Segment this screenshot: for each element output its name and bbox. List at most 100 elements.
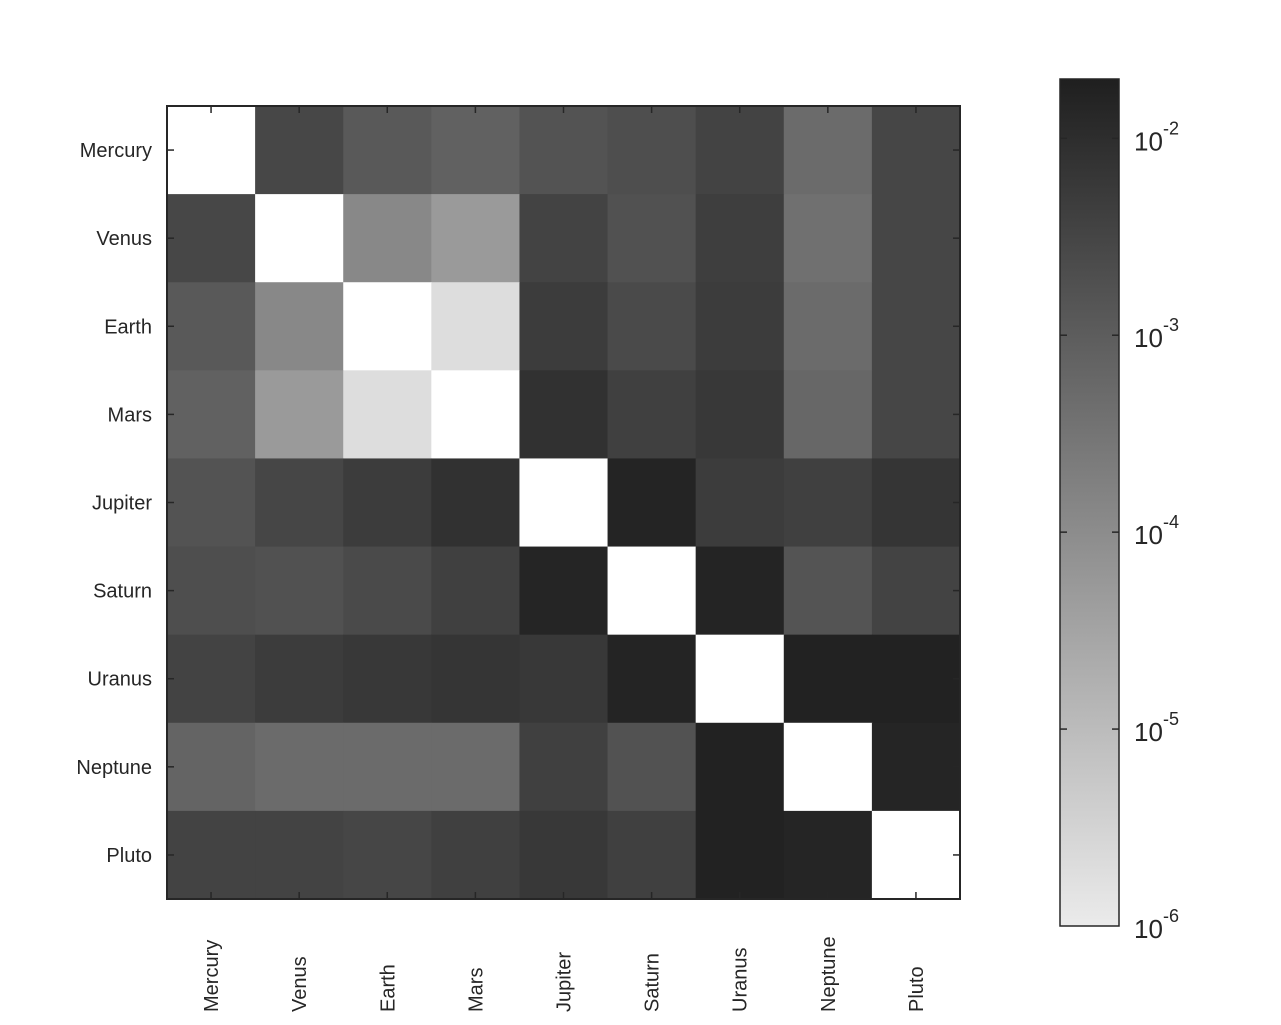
cell-mars-pluto bbox=[871, 370, 961, 459]
cell-saturn-mars bbox=[431, 546, 520, 636]
cell-neptune-mars bbox=[431, 722, 520, 812]
column-label-neptune: Neptune bbox=[818, 936, 840, 1012]
row-label-mars: Mars bbox=[108, 404, 152, 426]
cell-venus-earth bbox=[343, 194, 432, 283]
colorbar-label-base: 10 bbox=[1134, 520, 1163, 550]
colorbar-label-base: 10 bbox=[1134, 717, 1163, 747]
row-label-earth: Earth bbox=[104, 316, 152, 338]
colorbar-label-1e-6: 10 -6 bbox=[1134, 906, 1179, 944]
column-label-saturn: Saturn bbox=[642, 953, 664, 1012]
cell-mars-jupiter bbox=[519, 370, 609, 459]
cell-pluto-uranus bbox=[695, 810, 785, 900]
cell-pluto-saturn bbox=[607, 810, 697, 900]
cell-jupiter-pluto bbox=[871, 458, 961, 548]
cell-saturn-pluto bbox=[871, 546, 961, 636]
cell-neptune-neptune bbox=[783, 722, 873, 812]
cell-jupiter-earth bbox=[343, 458, 432, 548]
colorbar-label-exponent: -6 bbox=[1163, 906, 1179, 926]
cell-pluto-earth bbox=[343, 810, 432, 900]
cell-mercury-mercury bbox=[167, 106, 256, 195]
cell-mercury-earth bbox=[343, 106, 432, 195]
cell-saturn-uranus bbox=[695, 546, 785, 636]
cell-venus-uranus bbox=[695, 194, 785, 283]
cell-mercury-saturn bbox=[607, 106, 697, 195]
cell-saturn-venus bbox=[255, 546, 344, 636]
cell-saturn-neptune bbox=[783, 546, 873, 636]
colorbar-label-base: 10 bbox=[1134, 323, 1163, 353]
cell-neptune-saturn bbox=[607, 722, 697, 812]
colorbar-label-exponent: -3 bbox=[1163, 315, 1179, 335]
column-label-mercury: Mercury bbox=[201, 940, 223, 1012]
cell-jupiter-uranus bbox=[695, 458, 785, 548]
heatmap-cells bbox=[167, 106, 961, 900]
cell-earth-venus bbox=[255, 282, 344, 371]
colorbar-label-1e-5: 10 -5 bbox=[1134, 709, 1179, 747]
cell-uranus-pluto bbox=[871, 634, 961, 724]
cell-jupiter-venus bbox=[255, 458, 344, 548]
cell-mars-mercury bbox=[167, 370, 256, 459]
row-label-uranus: Uranus bbox=[88, 669, 152, 691]
cell-pluto-mercury bbox=[167, 810, 256, 900]
column-labels: Mercury Venus Earth Mars Jupiter Saturn Uranus… bbox=[201, 936, 928, 1012]
colorbar-label-1e-2: 10 -2 bbox=[1134, 118, 1179, 156]
cell-uranus-neptune bbox=[783, 634, 873, 724]
cell-neptune-venus bbox=[255, 722, 344, 812]
row-label-neptune: Neptune bbox=[76, 757, 152, 779]
cell-mercury-venus bbox=[255, 106, 344, 195]
column-label-uranus: Uranus bbox=[730, 948, 752, 1012]
cell-mars-neptune bbox=[783, 370, 873, 459]
cell-jupiter-jupiter bbox=[519, 458, 609, 548]
column-label-mars: Mars bbox=[465, 968, 487, 1012]
cell-earth-jupiter bbox=[519, 282, 609, 371]
row-label-saturn: Saturn bbox=[93, 581, 152, 603]
cell-uranus-mercury bbox=[167, 634, 256, 724]
cell-neptune-uranus bbox=[695, 722, 785, 812]
cell-neptune-pluto bbox=[871, 722, 961, 812]
plot-frame bbox=[166, 105, 961, 900]
cell-uranus-saturn bbox=[607, 634, 697, 724]
colorbar-label-exponent: -4 bbox=[1163, 512, 1179, 532]
cell-venus-mercury bbox=[167, 194, 256, 283]
cell-earth-mars bbox=[431, 282, 520, 371]
colorbar-label-base: 10 bbox=[1134, 126, 1163, 156]
cell-saturn-mercury bbox=[167, 546, 256, 636]
row-label-pluto: Pluto bbox=[106, 845, 152, 867]
cell-earth-mercury bbox=[167, 282, 256, 371]
cell-mercury-jupiter bbox=[519, 106, 609, 195]
cell-pluto-mars bbox=[431, 810, 520, 900]
cell-pluto-pluto bbox=[871, 810, 961, 900]
cell-mars-uranus bbox=[695, 370, 785, 459]
row-label-jupiter: Jupiter bbox=[92, 493, 152, 515]
cell-mercury-mars bbox=[431, 106, 520, 195]
cell-pluto-venus bbox=[255, 810, 344, 900]
cell-pluto-neptune bbox=[783, 810, 873, 900]
colorbar: 10-210-310-410-510-6 bbox=[1059, 78, 1179, 944]
cell-neptune-earth bbox=[343, 722, 432, 812]
cell-venus-neptune bbox=[783, 194, 873, 283]
cell-jupiter-mercury bbox=[167, 458, 256, 548]
row-label-venus: Venus bbox=[96, 228, 152, 250]
column-label-venus: Venus bbox=[289, 956, 311, 1012]
column-label-pluto: Pluto bbox=[906, 966, 928, 1012]
cell-venus-saturn bbox=[607, 194, 697, 283]
cell-saturn-saturn bbox=[607, 546, 697, 636]
cell-earth-neptune bbox=[783, 282, 873, 371]
cell-venus-pluto bbox=[871, 194, 961, 283]
cell-earth-saturn bbox=[607, 282, 697, 371]
cell-neptune-jupiter bbox=[519, 722, 609, 812]
cell-earth-earth bbox=[343, 282, 432, 371]
cell-venus-mars bbox=[431, 194, 520, 283]
cell-uranus-uranus bbox=[695, 634, 785, 724]
cell-uranus-mars bbox=[431, 634, 520, 724]
cell-earth-uranus bbox=[695, 282, 785, 371]
cell-uranus-venus bbox=[255, 634, 344, 724]
row-label-mercury: Mercury bbox=[80, 140, 152, 162]
cell-mercury-neptune bbox=[783, 106, 873, 195]
cell-saturn-earth bbox=[343, 546, 432, 636]
cell-jupiter-saturn bbox=[607, 458, 697, 548]
cell-earth-pluto bbox=[871, 282, 961, 371]
colorbar-label-exponent: -5 bbox=[1163, 709, 1179, 729]
cell-mercury-pluto bbox=[871, 106, 961, 195]
cell-jupiter-neptune bbox=[783, 458, 873, 548]
